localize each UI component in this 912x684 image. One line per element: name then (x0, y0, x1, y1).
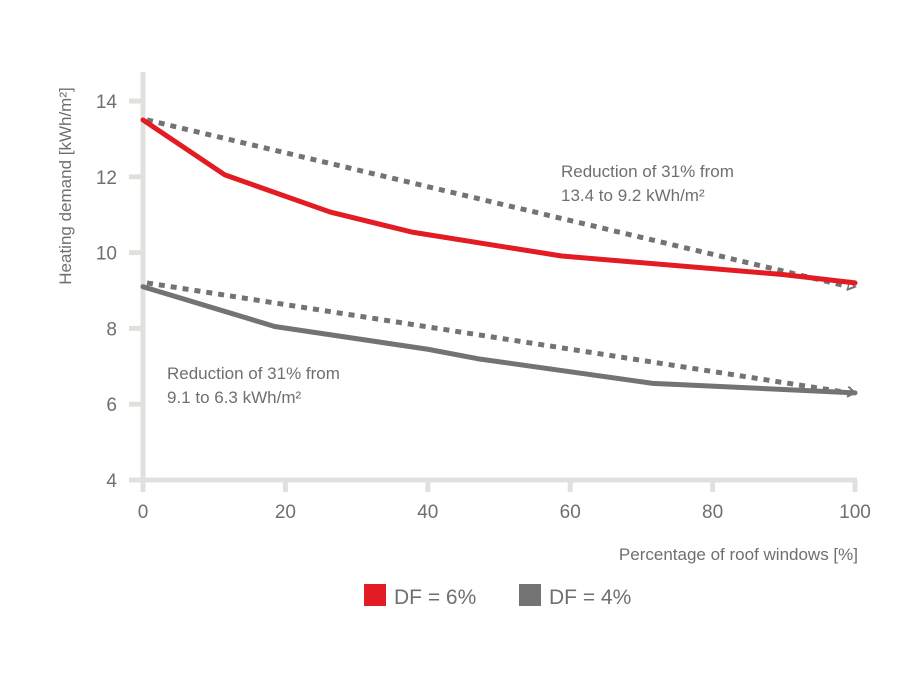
x-tick-label: 20 (275, 502, 296, 523)
legend-label-df6: DF = 6% (394, 586, 476, 609)
series-line-df4 (140, 284, 858, 396)
x-tick-label: 80 (702, 502, 723, 523)
x-tick-label: 60 (560, 502, 581, 523)
x-tick-label: 100 (839, 502, 871, 523)
annotation-upper-line2: 13.4 to 9.2 kWh/m² (561, 186, 705, 205)
trend-arrows (146, 117, 857, 398)
trend-arrow-line (146, 117, 850, 290)
trend-arrow-line (146, 280, 850, 396)
legend-swatch-df4 (519, 584, 541, 606)
annotation-lower-line1: Reduction of 31% from (167, 364, 340, 383)
series-lines (140, 117, 858, 396)
legend-label-df4: DF = 4% (549, 586, 631, 609)
y-tick-label: 4 (106, 471, 117, 492)
x-axis-label: Percentage of roof windows [%] (619, 545, 858, 564)
legend-swatch-df6 (364, 584, 386, 606)
axes (129, 72, 858, 492)
y-tick-label: 8 (106, 319, 117, 340)
series-line-df6 (140, 117, 858, 286)
annotation-lower-line2: 9.1 to 6.3 kWh/m² (167, 388, 301, 407)
y-tick-label: 12 (96, 168, 117, 189)
y-tick-label: 14 (96, 92, 118, 113)
x-tick-label: 0 (138, 502, 149, 523)
x-tick-label: 40 (417, 502, 438, 523)
annotation-upper-line1: Reduction of 31% from (561, 162, 734, 181)
legend: DF = 6% DF = 4% (364, 584, 631, 609)
y-axis-label: Heating demand [kWh/m²] (56, 87, 75, 284)
tick-labels: 4 6 8 10 12 14 0 20 40 60 80 100 (96, 92, 871, 523)
y-tick-label: 10 (96, 244, 117, 265)
y-tick-label: 6 (106, 395, 117, 416)
